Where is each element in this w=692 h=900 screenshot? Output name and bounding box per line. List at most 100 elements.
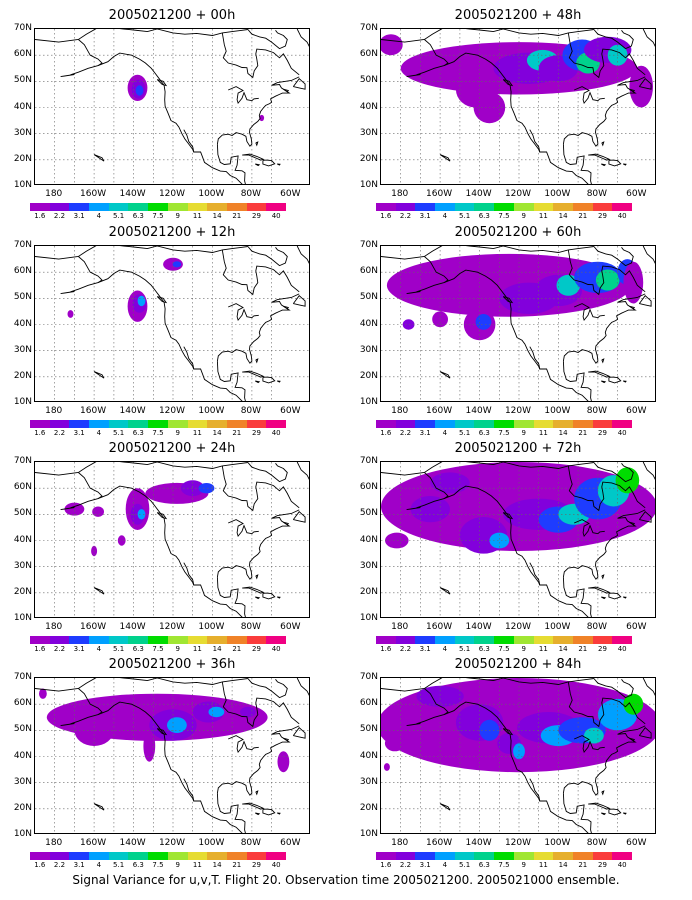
longitude-label: 80W [586, 838, 608, 848]
colorbar-label: 11 [192, 861, 202, 869]
colorbar-swatch [553, 636, 573, 644]
longitude-label: 120W [504, 189, 532, 199]
panel-title: 2005021200 + 24h [108, 441, 236, 456]
colorbar-label: 4 [96, 429, 102, 437]
colorbar-swatch [167, 420, 188, 428]
colorbar-swatch [474, 636, 495, 644]
panel-title: 2005021200 + 84h [454, 657, 582, 672]
colorbar-swatch [592, 636, 613, 644]
longitude-label: 100W [544, 838, 571, 848]
colorbar-label: 2.2 [399, 861, 412, 869]
longitude-label: 160W [80, 838, 107, 848]
colorbar-label: 6.3 [132, 212, 144, 220]
colorbar-swatch [553, 852, 573, 860]
panel-title: 2005021200 + 12h [108, 225, 236, 240]
longitude-label: 100W [198, 838, 225, 848]
colorbar-swatch [167, 203, 188, 211]
colorbar-label: 11 [538, 212, 548, 220]
colorbar-label: 21 [232, 429, 242, 437]
colorbar-swatch [454, 203, 475, 211]
colorbar-label: 2.2 [53, 429, 66, 437]
colorbar-swatch [226, 420, 247, 428]
latitude-label: 70N [13, 456, 32, 466]
colorbar-swatch [435, 636, 455, 644]
latitude-label: 30N [13, 776, 32, 787]
variance-contour [489, 532, 510, 549]
colorbar-label: 1.6 [34, 861, 46, 869]
map-plot-area [34, 461, 310, 618]
colorbar-label: 29 [252, 429, 261, 437]
colorbar-label: 5.1 [459, 645, 471, 653]
colorbar-label: 1.6 [380, 645, 392, 653]
variance-contour [172, 261, 182, 268]
colorbar-swatch [415, 852, 436, 860]
colorbar-swatch [148, 420, 168, 428]
colorbar-label: 6.3 [478, 212, 490, 220]
colorbar-label: 14 [212, 645, 222, 653]
latitude-label: 60N [13, 266, 32, 277]
colorbar-swatch [395, 203, 416, 211]
colorbar-swatch [395, 852, 416, 860]
longitude-label: 180 [391, 838, 409, 848]
variance-contour [137, 295, 146, 307]
colorbar-label: 2.2 [399, 212, 412, 220]
longitude-label: 120W [158, 622, 186, 632]
variance-contour [39, 688, 47, 699]
colorbar-label: 9 [521, 212, 526, 220]
latitude-label: 20N [359, 802, 378, 813]
latitude-label: 60N [13, 49, 32, 60]
variance-contour [135, 85, 144, 96]
longitude-label: 80W [240, 406, 262, 416]
colorbar-swatch [395, 636, 416, 644]
colorbar-swatch [533, 203, 554, 211]
colorbar-labels: 1.6 2.2 3.1 4 5.1 6.3 7.5 9 11 14 21 29 40 [30, 645, 286, 655]
variance-contour [430, 472, 470, 494]
colorbar-swatch [207, 636, 227, 644]
latitude-label: 10N [359, 180, 378, 190]
colorbar-label: 2.2 [53, 212, 66, 220]
colorbar-label: 11 [192, 429, 202, 437]
colorbar-swatch [207, 203, 227, 211]
latitude-label: 40N [359, 750, 378, 761]
latitude-label: 30N [359, 560, 378, 571]
colorbar-label: 7.5 [152, 861, 164, 869]
colorbar-swatch [553, 420, 573, 428]
map-panel: 2005021200 + 12h 70N 60N 50N 40N 30N 20N 10N 180… [10, 225, 310, 439]
variance-contour [277, 751, 290, 773]
colorbar-label: 5.1 [459, 429, 471, 437]
map-plot-area [34, 28, 310, 185]
colorbar-label: 5.1 [113, 645, 125, 653]
colorbar-swatch [246, 420, 267, 428]
colorbar-swatch [30, 852, 50, 860]
longitude-label: 180 [45, 838, 63, 848]
map-plot-area [34, 677, 310, 834]
colorbar-label: 11 [538, 429, 548, 437]
latitude-label: 30N [13, 560, 32, 571]
longitude-label: 160W [426, 189, 453, 199]
variance-contour [416, 685, 464, 707]
map-panel: 2005021200 + 84h 70N 60N 50N 40N 30N 20N 10N 180… [356, 657, 656, 871]
colorbar-swatch [187, 852, 208, 860]
longitude-label: 80W [586, 406, 608, 416]
longitude-label: 140W [465, 189, 492, 199]
colorbar-swatch [612, 852, 632, 860]
colorbar-label: 29 [598, 429, 607, 437]
colorbar-label: 9 [521, 645, 526, 653]
latitude-label: 70N [359, 23, 378, 33]
colorbar-swatch [226, 852, 247, 860]
colorbar-swatch [592, 203, 613, 211]
colorbar-labels: 1.6 2.2 3.1 4 5.1 6.3 7.5 9 11 14 21 29 40 [376, 429, 632, 439]
longitude-label: 180 [45, 189, 63, 199]
longitude-label: 100W [198, 622, 225, 632]
colorbar-label: 40 [271, 861, 281, 869]
colorbar-label: 3.1 [419, 645, 431, 653]
colorbar-label: 29 [252, 645, 261, 653]
latitude-label: 10N [359, 829, 378, 839]
colorbar-swatch [128, 636, 149, 644]
colorbar-label: 2.2 [399, 645, 412, 653]
colorbar-swatch [474, 852, 495, 860]
colorbar-label: 14 [212, 861, 222, 869]
longitude-label: 80W [586, 622, 608, 632]
colorbar-swatch [533, 420, 554, 428]
variance-contour [595, 269, 620, 291]
